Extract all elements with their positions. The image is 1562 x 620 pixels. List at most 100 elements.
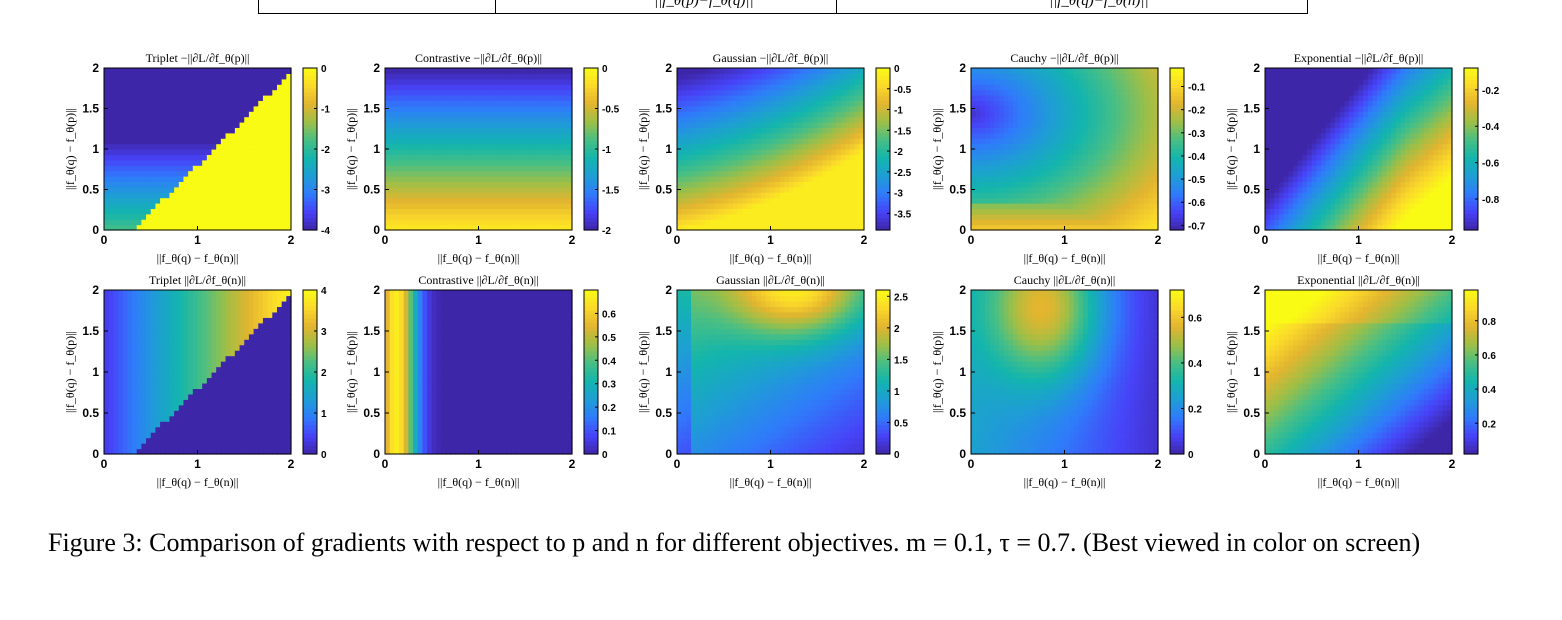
heatmap-cell: [854, 127, 860, 134]
heatmap-cell: [445, 192, 452, 199]
heatmap-cell: [677, 89, 683, 96]
heatmap-cell: [562, 192, 568, 199]
heatmap-cell: [1017, 186, 1024, 193]
heatmap-cell: [169, 186, 175, 193]
heatmap-cell: [258, 84, 264, 91]
heatmap-cell: [501, 95, 508, 101]
heatmap-cell: [1073, 219, 1080, 226]
colorbar-step: [303, 149, 317, 154]
heatmap-cell: [230, 78, 236, 85]
heatmap-cell: [677, 73, 683, 80]
heatmap-cell: [506, 132, 512, 139]
heatmap-cell: [497, 197, 503, 204]
heatmap-cell: [765, 197, 772, 204]
heatmap-cell: [492, 197, 498, 204]
heatmap-cell: [113, 138, 119, 145]
heatmap-cell: [737, 224, 744, 231]
heatmap-cell: [817, 105, 823, 112]
heatmap-cell: [385, 149, 391, 155]
heatmap-cell: [798, 149, 804, 155]
heatmap-cell: [770, 95, 776, 101]
heatmap-cell: [742, 149, 748, 155]
heatmap-cell: [807, 149, 814, 155]
heatmap-cell: [723, 78, 730, 85]
heatmap-cell: [427, 203, 433, 209]
heatmap-cell: [728, 170, 734, 177]
heatmap-cell: [553, 89, 559, 96]
heatmap-cell: [525, 127, 531, 134]
heatmap-cell: [1059, 176, 1066, 182]
heatmap-cell: [192, 122, 199, 128]
heatmap-cell: [747, 224, 753, 231]
heatmap-cell: [1008, 192, 1014, 199]
heatmap-cell: [539, 170, 545, 177]
heatmap-cell: [1087, 181, 1094, 188]
heatmap-cell: [980, 116, 986, 123]
heatmap-cell: [548, 197, 554, 204]
heatmap-cell: [248, 219, 255, 226]
heatmap-cell: [515, 203, 522, 209]
heatmap-cell: [455, 154, 461, 161]
heatmap-cell: [817, 176, 823, 182]
heatmap-cell: [501, 89, 508, 96]
heatmap-cell: [677, 213, 683, 220]
heatmap-cell: [691, 100, 697, 107]
heatmap-cell: [160, 197, 166, 204]
heatmap-cell: [534, 159, 540, 166]
heatmap-cell: [206, 203, 213, 209]
heatmap-cell: [534, 132, 540, 139]
heatmap-cell: [1036, 143, 1042, 150]
heatmap-cell: [975, 219, 981, 226]
heatmap-cell: [1059, 208, 1066, 215]
table-cell-p-q: ||f_θ(p)−f_θ(q)||: [654, 0, 754, 9]
heatmap-cell: [202, 192, 208, 199]
heatmap-cell: [1059, 100, 1066, 107]
heatmap-cell: [845, 143, 851, 150]
heatmap-cell: [742, 197, 748, 204]
heatmap-cell: [975, 116, 981, 123]
heatmap-cell: [733, 84, 739, 91]
heatmap-cell: [1013, 213, 1019, 220]
heatmap-cell: [807, 105, 814, 112]
heatmap-cell: [817, 224, 823, 231]
heatmap-cell: [765, 95, 772, 101]
heatmap-cell: [281, 192, 287, 199]
heatmap-cell: [146, 68, 152, 74]
heatmap-cell: [719, 224, 725, 231]
heatmap-cell: [501, 84, 508, 91]
heatmap-cell: [980, 224, 986, 231]
heatmap-cell: [1087, 105, 1094, 112]
heatmap-cell: [450, 105, 456, 112]
heatmap-cell: [1013, 181, 1019, 188]
heatmap-cell: [1120, 149, 1126, 155]
heatmap-cell: [192, 224, 199, 231]
heatmap-cell: [548, 78, 554, 85]
heatmap-cell: [789, 181, 795, 188]
heatmap-cell: [113, 100, 119, 107]
heatmap-cell: [408, 84, 414, 91]
heatmap-cell: [705, 219, 711, 226]
heatmap-cell: [178, 105, 185, 112]
heatmap-cell: [146, 100, 152, 107]
heatmap-cell: [714, 176, 720, 182]
heatmap-cell: [155, 105, 161, 112]
heatmap-cell: [155, 154, 161, 161]
heatmap-cell: [989, 105, 995, 112]
heatmap-cell: [1120, 186, 1126, 193]
heatmap-cell: [728, 176, 734, 182]
heatmap-cell: [817, 192, 823, 199]
heatmap-cell: [262, 165, 269, 172]
heatmap-cell: [1111, 132, 1117, 139]
heatmap-cell: [258, 100, 264, 107]
heatmap-cell: [803, 170, 809, 177]
heatmap-cell: [272, 165, 278, 172]
heatmap-cell: [483, 224, 489, 231]
heatmap-cell: [835, 127, 842, 134]
heatmap-cell: [483, 138, 489, 145]
heatmap-cell: [747, 105, 753, 112]
heatmap-cell: [529, 89, 536, 96]
heatmap-cell: [272, 95, 278, 101]
heatmap-cell: [567, 186, 573, 193]
heatmap-cell: [1041, 105, 1047, 112]
heatmap-cell: [262, 181, 269, 188]
